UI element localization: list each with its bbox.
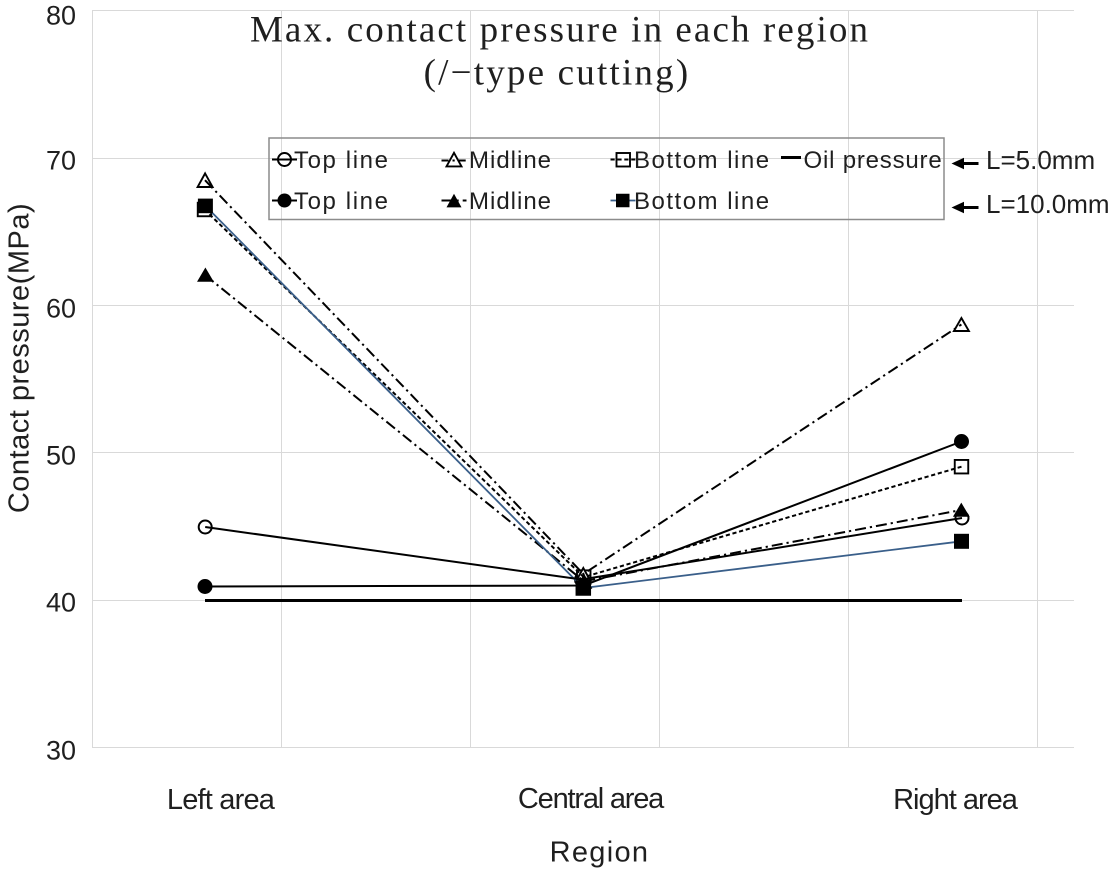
svg-text:40: 40 [46, 588, 76, 618]
svg-text:(/−type cutting): (/−type cutting) [424, 53, 691, 94]
svg-text:Midline: Midline [469, 147, 552, 174]
svg-text:80: 80 [46, 1, 76, 31]
svg-text:L=10.0mm: L=10.0mm [986, 189, 1110, 219]
svg-text:Oil pressure: Oil pressure [804, 147, 943, 174]
svg-text:70: 70 [46, 146, 76, 176]
svg-text:Top line: Top line [294, 188, 390, 215]
svg-text:Left area: Left area [167, 784, 276, 816]
svg-text:L=5.0mm: L=5.0mm [986, 145, 1095, 175]
svg-text:Midline: Midline [469, 188, 552, 215]
svg-text:Right area: Right area [893, 784, 1019, 816]
svg-text:Contact pressure(MPa): Contact pressure(MPa) [4, 203, 36, 513]
svg-text:Bottom line: Bottom line [634, 188, 771, 215]
svg-text:50: 50 [46, 441, 76, 471]
svg-text:30: 30 [46, 736, 76, 766]
svg-text:Bottom line: Bottom line [634, 147, 771, 174]
svg-text:Region: Region [550, 837, 650, 869]
svg-text:Top line: Top line [294, 147, 390, 174]
svg-text:Max. contact pressure in each: Max. contact pressure in each region [250, 10, 870, 51]
svg-text:60: 60 [46, 294, 76, 324]
svg-text:Central area: Central area [518, 783, 665, 815]
